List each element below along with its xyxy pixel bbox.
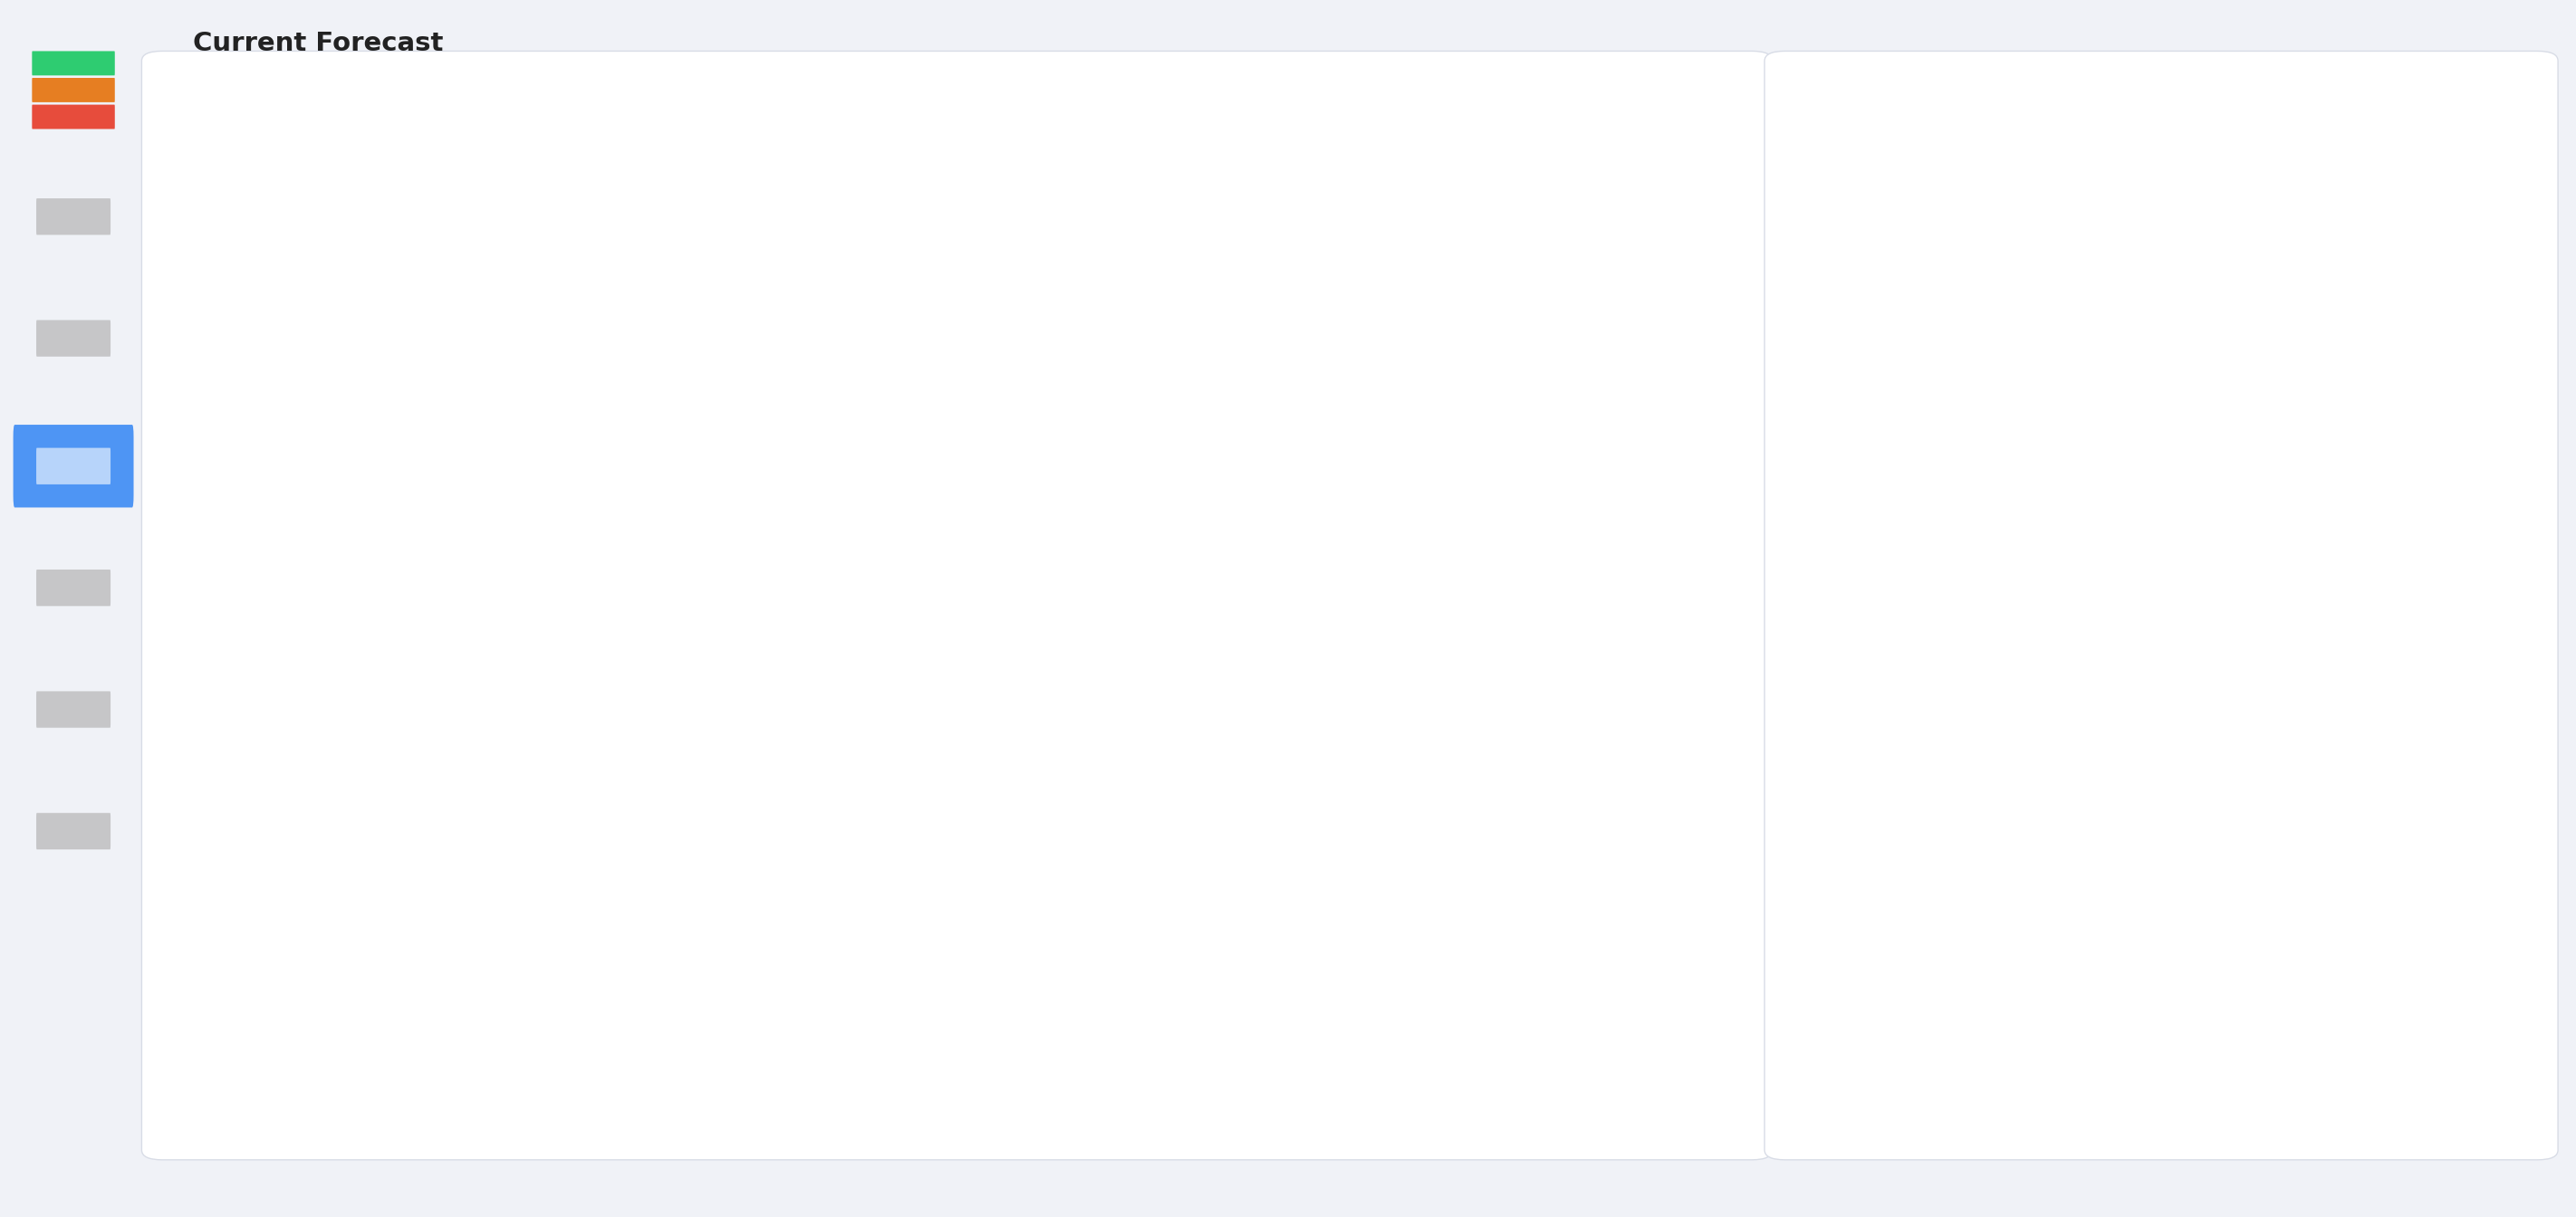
Bar [793, 303, 922, 1095]
Text: $4800: $4800 [832, 433, 884, 449]
Bar [322, 461, 451, 1095]
Text: ?: ? [2239, 350, 2246, 363]
Text: $4000: $4000 [1540, 539, 1592, 555]
Bar [1517, 567, 1615, 1095]
FancyBboxPatch shape [13, 425, 134, 507]
Bar [1280, 633, 1381, 1095]
FancyBboxPatch shape [36, 320, 111, 357]
Text: $4800: $4800 [361, 433, 412, 449]
Text: $4500: $4500 [1069, 472, 1121, 489]
Text: Select forecasting method: Select forecasting method [1839, 187, 2138, 206]
Bar [556, 408, 688, 1095]
FancyBboxPatch shape [36, 691, 111, 728]
Text: ?: ? [2239, 759, 2246, 773]
FancyBboxPatch shape [36, 198, 111, 235]
FancyBboxPatch shape [36, 813, 111, 849]
Text: Forecasting by Opportunity Stage: Forecasting by Opportunity Stage [1832, 758, 2107, 774]
Text: Current Forecast: Current Forecast [193, 30, 443, 56]
Text: $5200: $5200 [595, 380, 649, 397]
Bar [809, 461, 907, 1095]
Bar [1046, 500, 1144, 1095]
Bar [1030, 461, 1159, 1095]
Text: ?: ? [2239, 560, 2246, 573]
FancyBboxPatch shape [31, 51, 116, 75]
FancyBboxPatch shape [36, 570, 111, 606]
Text: $4600: $4600 [361, 459, 412, 476]
FancyBboxPatch shape [36, 448, 111, 484]
Text: Actual: $2400: Actual: $2400 [322, 741, 438, 757]
FancyBboxPatch shape [31, 78, 116, 102]
Text: $4800: $4800 [1069, 433, 1121, 449]
Legend: Forecast, Plan, Actual: Forecast, Plan, Actual [801, 58, 1151, 90]
FancyBboxPatch shape [31, 105, 116, 129]
Bar [572, 461, 672, 1095]
Text: $4800: $4800 [595, 433, 649, 449]
Circle shape [2450, 338, 2476, 375]
Bar [337, 488, 435, 1095]
Text: $6000: $6000 [832, 274, 884, 291]
Text: Forecasting by Opportunity Creation: Forecasting by Opportunity Creation [1832, 559, 2128, 574]
Text: Time Series Analysis: Time Series Analysis [1832, 349, 1999, 365]
Text: $3500: $3500 [1303, 605, 1358, 621]
Circle shape [2432, 315, 2491, 399]
